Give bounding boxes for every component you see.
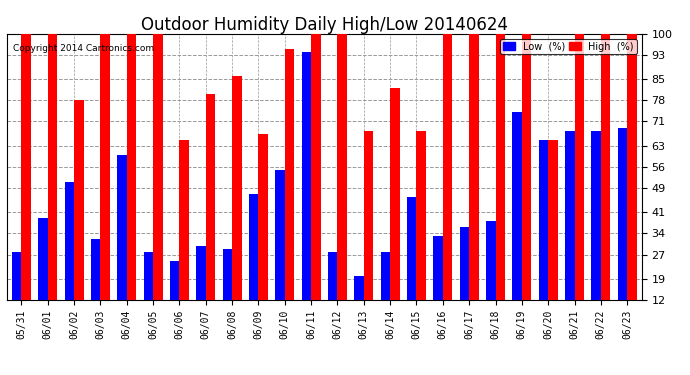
Bar [311, 34, 321, 336]
Bar [302, 52, 311, 336]
Bar [591, 130, 601, 336]
Bar [355, 276, 364, 336]
Bar [259, 134, 268, 336]
Bar [223, 249, 232, 336]
Title: Outdoor Humidity Daily High/Low 20140624: Outdoor Humidity Daily High/Low 20140624 [141, 16, 508, 34]
Bar [522, 34, 531, 336]
Bar [153, 34, 163, 336]
Bar [417, 130, 426, 336]
Bar [206, 94, 215, 336]
Bar [21, 34, 31, 336]
Legend: Low  (%), High  (%): Low (%), High (%) [500, 39, 637, 54]
Bar [618, 128, 627, 336]
Bar [381, 252, 390, 336]
Bar [495, 34, 505, 336]
Bar [285, 49, 294, 336]
Bar [407, 197, 417, 336]
Bar [170, 261, 179, 336]
Bar [179, 140, 189, 336]
Bar [548, 140, 558, 336]
Bar [601, 34, 611, 336]
Bar [196, 246, 206, 336]
Bar [38, 218, 48, 336]
Bar [390, 88, 400, 336]
Bar [101, 34, 110, 336]
Bar [232, 76, 241, 336]
Bar [74, 100, 83, 336]
Bar [91, 240, 101, 336]
Bar [539, 140, 548, 336]
Bar [513, 112, 522, 336]
Bar [443, 34, 453, 336]
Bar [433, 237, 443, 336]
Bar [275, 170, 285, 336]
Bar [127, 34, 136, 336]
Bar [575, 34, 584, 336]
Bar [565, 130, 575, 336]
Bar [627, 34, 637, 336]
Bar [117, 155, 127, 336]
Bar [364, 130, 373, 336]
Bar [65, 182, 74, 336]
Bar [12, 252, 21, 336]
Bar [249, 194, 259, 336]
Bar [469, 34, 479, 336]
Bar [460, 227, 469, 336]
Bar [48, 34, 57, 336]
Bar [328, 252, 337, 336]
Bar [144, 252, 153, 336]
Text: Copyright 2014 Cartronics.com: Copyright 2014 Cartronics.com [13, 44, 155, 53]
Bar [486, 221, 495, 336]
Bar [337, 34, 347, 336]
